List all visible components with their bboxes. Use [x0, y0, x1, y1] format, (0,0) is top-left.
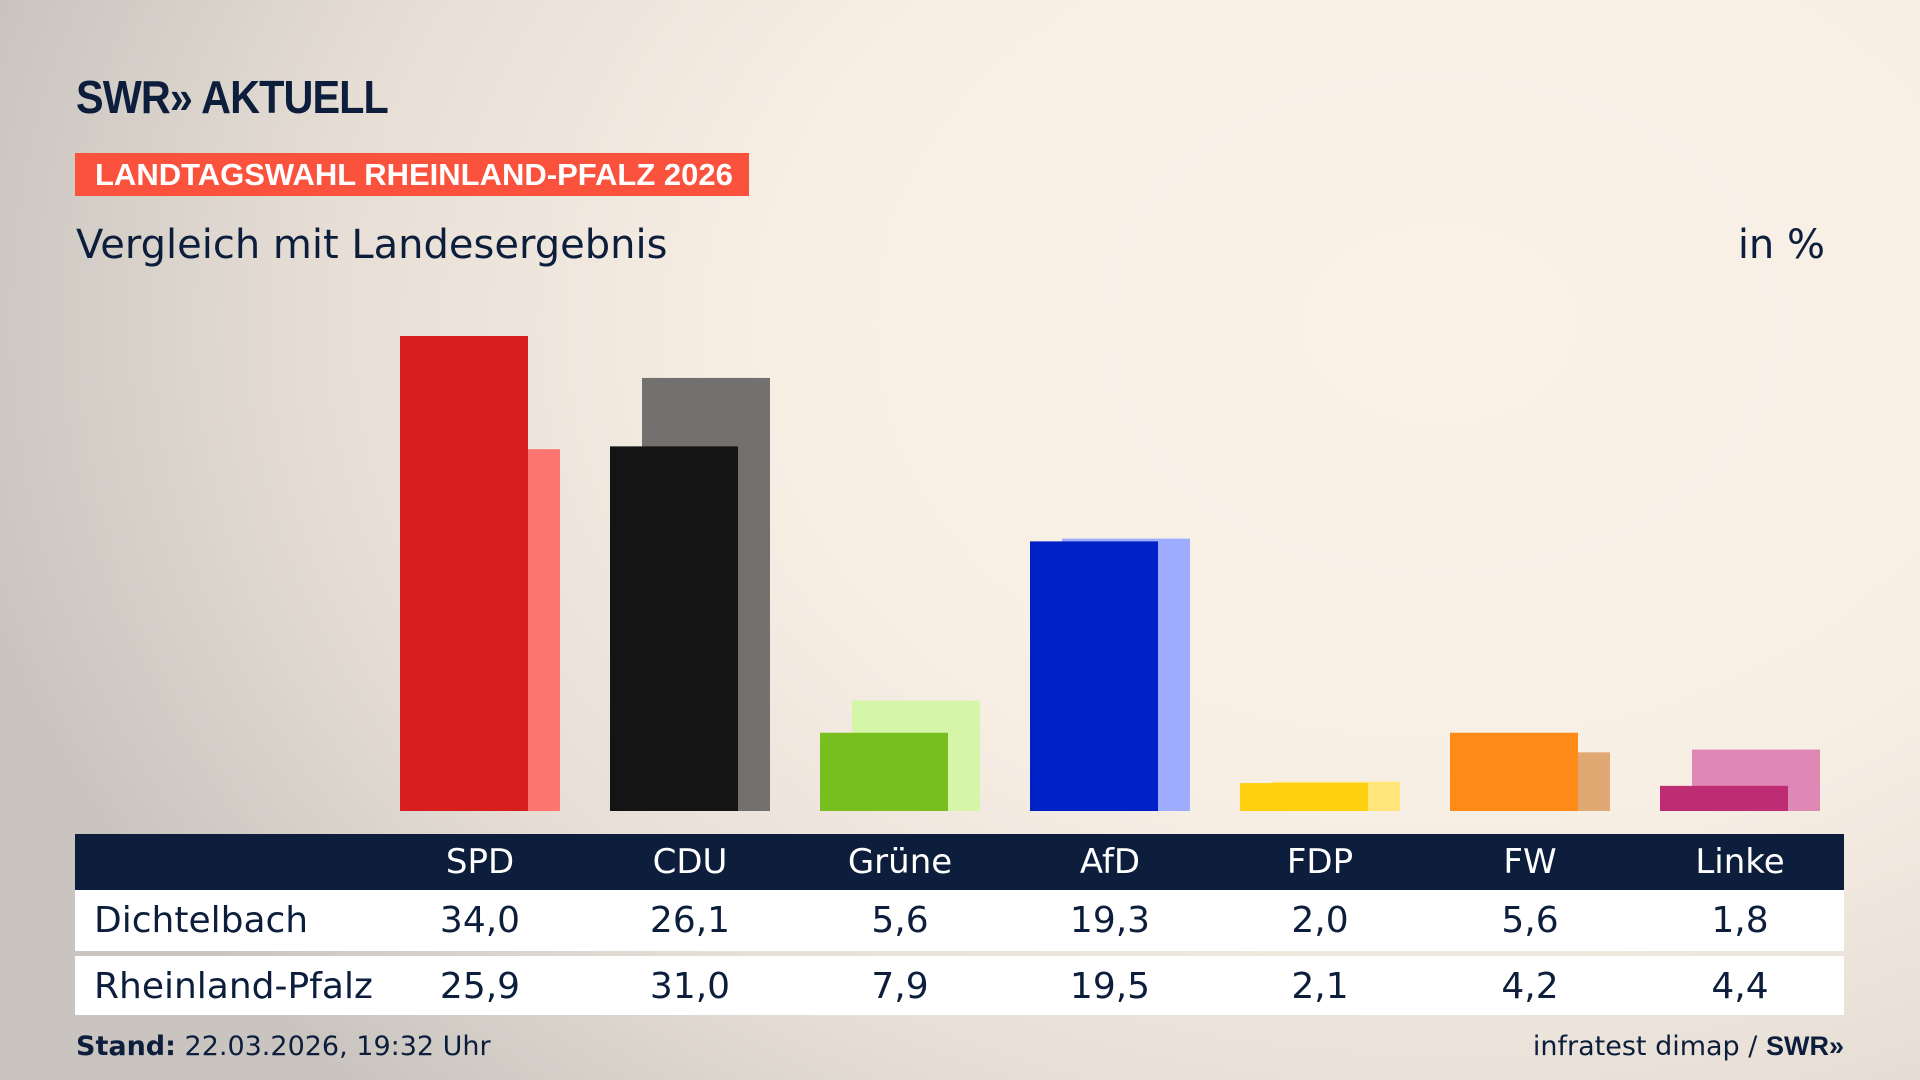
bar-cdu-local	[610, 446, 738, 811]
column-header: Linke	[1695, 842, 1785, 882]
value-cell: 25,9	[439, 966, 521, 1007]
bar-afd-local	[1030, 541, 1158, 811]
swr-aktuell-logo: SWR» AKTUELL	[76, 71, 389, 123]
row-label: Rheinland-Pfalz	[94, 966, 373, 1007]
stand-label: Stand:	[76, 1031, 176, 1062]
value-cell: 2,1	[1291, 966, 1349, 1007]
bar-fw-local	[1450, 732, 1578, 811]
swr-logo-small: SWR»	[1765, 1031, 1844, 1061]
value-cell: 31,0	[649, 966, 731, 1007]
row-label: Dichtelbach	[94, 900, 309, 941]
column-header: SPD	[445, 842, 515, 882]
column-header: AfD	[1079, 842, 1141, 882]
value-cell: 5,6	[871, 900, 929, 941]
value-cell: 5,6	[1501, 900, 1559, 941]
column-header: CDU	[652, 842, 728, 882]
column-header: FW	[1503, 842, 1557, 882]
value-cell: 26,1	[649, 900, 731, 941]
source: infratest dimap / SWR»	[1533, 1031, 1844, 1062]
election-banner: LANDTAGSWAHL RHEINLAND-PFALZ 2026	[75, 153, 749, 196]
timestamp: Stand: 22.03.2026, 19:32 Uhr	[76, 1031, 491, 1062]
bar-linke-local	[1660, 785, 1788, 811]
value-cell: 2,0	[1291, 900, 1349, 941]
value-cell: 19,3	[1069, 900, 1151, 941]
column-header: Grüne	[847, 842, 953, 882]
bar-grüne-local	[820, 732, 948, 811]
column-header: FDP	[1286, 842, 1354, 882]
bar-fdp-local	[1240, 783, 1368, 811]
source-text: infratest dimap /	[1532, 1031, 1758, 1062]
value-cell: 7,9	[871, 966, 929, 1007]
results-table: SPD CDU Grüne AfD FDP FW Linke Dichtelbach 34,…	[75, 834, 1844, 1015]
table-header: SPD CDU Grüne AfD FDP FW Linke	[75, 834, 1844, 890]
stand-value: 22.03.2026, 19:32 Uhr	[184, 1031, 491, 1062]
value-cell: 4,4	[1711, 966, 1769, 1007]
bar-spd-local	[400, 336, 528, 811]
table-row: Dichtelbach 34,0 26,1 5,6 19,3 2,0 5,6 1,8	[75, 890, 1844, 951]
bar-chart	[400, 336, 1820, 811]
value-cell: 34,0	[439, 900, 521, 941]
chart-subtitle: Vergleich mit Landesergebnis	[76, 222, 668, 268]
value-cell: 4,2	[1501, 966, 1559, 1007]
table-row: Rheinland-Pfalz 25,9 31,0 7,9 19,5 2,1 4,2 4,4	[75, 956, 1844, 1015]
value-cell: 1,8	[1711, 900, 1769, 941]
value-cell: 19,5	[1069, 966, 1151, 1007]
unit-label: in %	[1737, 222, 1825, 268]
